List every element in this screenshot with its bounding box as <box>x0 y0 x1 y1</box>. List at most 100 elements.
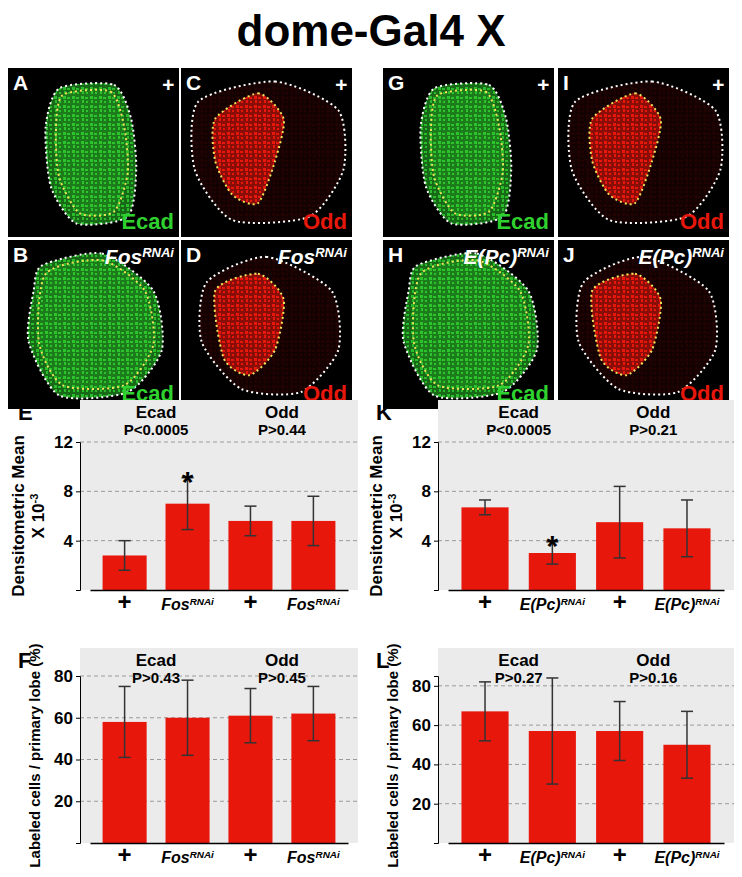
primary-lobe-zone <box>589 93 660 204</box>
panel-background <box>181 68 352 237</box>
error-bar <box>681 500 693 557</box>
p-value: P>0.43 <box>132 669 180 686</box>
image-panel: C+Odd <box>181 68 352 237</box>
y-tick-label: 60 <box>412 716 431 735</box>
p-value: P>0.45 <box>258 669 306 686</box>
tissue-region <box>568 81 722 223</box>
tissue-region <box>199 257 340 395</box>
error-cap <box>614 701 626 703</box>
y-tick-mark <box>434 541 438 542</box>
p-value: P>0.27 <box>495 669 543 686</box>
y-tick: 80 <box>54 667 80 686</box>
zone-outline <box>38 260 154 389</box>
plot-background <box>438 648 734 843</box>
error-cap <box>614 486 626 488</box>
text-superscript: RNAi <box>695 849 719 860</box>
y-axis: 4812 <box>412 433 438 591</box>
y-tick: 20 <box>54 792 80 811</box>
p-value: P>0.21 <box>629 421 677 438</box>
y-tick-label: 60 <box>54 709 73 728</box>
y-tick-label: 20 <box>54 792 73 811</box>
text-superscript: RNAi <box>190 596 214 607</box>
y-axis-line <box>76 443 81 591</box>
stain-label: Odd <box>680 209 724 234</box>
genotype-label: E(Pc)RNAi <box>638 245 724 269</box>
primary-lobe-zone <box>413 260 529 389</box>
text-superscript: RNAi <box>695 596 719 607</box>
error-cap <box>614 557 626 559</box>
panel-letter: L <box>376 648 389 673</box>
x-tick: FosRNAi <box>287 590 340 613</box>
y-axis-title: Densitometric Mean <box>9 435 28 597</box>
y-tick-label: 4 <box>64 532 74 551</box>
error-cap <box>119 570 131 572</box>
x-tick: E(Pc)RNAi <box>520 590 585 613</box>
error-cap <box>546 563 558 565</box>
error-stem <box>552 678 554 784</box>
error-cap <box>182 529 194 531</box>
x-tick-label: E(Pc)RNAi <box>654 596 719 614</box>
error-cap <box>182 755 194 757</box>
image-panel: I+Odd <box>558 68 729 237</box>
y-tick-label: 12 <box>54 433 73 452</box>
lobe-outline <box>568 81 722 223</box>
y-axis: 20406080 <box>412 677 438 844</box>
x-tick-label: + <box>613 588 627 615</box>
error-cap <box>614 760 626 762</box>
genotype-label: E(Pc)RNAi <box>463 245 549 269</box>
grid-line <box>438 685 734 686</box>
primary-lobe-zone <box>214 274 284 376</box>
grid-line <box>80 676 358 677</box>
error-bar <box>119 686 131 757</box>
error-cap <box>546 783 558 785</box>
error-cap <box>681 711 693 713</box>
error-bar <box>307 496 319 545</box>
y-axis-title: Labeled cells / primary lobe (%) <box>384 643 401 867</box>
x-tick: + <box>478 841 492 868</box>
figure: dome-Gal4 XA+EcadBFosRNAiEcadC+OddDFosRN… <box>0 0 742 877</box>
y-tick: 60 <box>412 716 438 735</box>
y-tick: 12 <box>54 433 80 452</box>
error-cap <box>479 740 491 742</box>
bar-chart: 20406080+FosRNAi+FosRNAiLabeled cells / … <box>18 643 358 868</box>
lobe-outline <box>420 83 511 225</box>
stain-label: Ecad <box>496 209 549 234</box>
tissue-region <box>191 81 345 223</box>
y-tick: 8 <box>422 482 438 501</box>
primary-lobe-zone <box>56 90 128 216</box>
grid-line <box>438 491 734 492</box>
error-stem <box>250 506 252 536</box>
significance-marker: * <box>182 465 194 498</box>
y-axis-title: Densitometric Mean <box>367 435 386 597</box>
image-panel: A+Ecad <box>8 68 179 237</box>
text-base: E(Pc) <box>654 596 695 613</box>
text-base: Fos <box>287 849 316 866</box>
y-axis: 20406080 <box>54 667 80 844</box>
error-cap <box>479 499 491 501</box>
y-axis-title: Labeled cells / primary lobe (%) <box>26 643 43 867</box>
text-superscript: RNAi <box>316 596 340 607</box>
plot-marks <box>103 680 336 843</box>
plot-background <box>80 400 358 590</box>
error-cap <box>307 496 319 498</box>
text-superscript: RNAi <box>190 849 214 860</box>
p-value: P>0.44 <box>258 421 307 438</box>
y-tick-label: 4 <box>422 532 432 551</box>
x-tick-label: + <box>118 588 132 615</box>
primary-lobe-zone <box>591 274 661 376</box>
error-bar <box>307 686 319 740</box>
tissue-region <box>576 257 717 395</box>
error-stem <box>484 682 486 741</box>
error-bar <box>182 680 194 755</box>
text-base: Fos <box>161 849 190 866</box>
text-superscript: RNAi <box>561 849 585 860</box>
panel-letter: B <box>13 243 28 266</box>
x-tick-label: + <box>613 841 627 868</box>
error-cap <box>681 777 693 779</box>
zone-outline <box>214 274 284 376</box>
group-label: Ecad <box>136 403 177 422</box>
y-tick-label: 8 <box>422 482 431 501</box>
y-tick: 4 <box>64 532 80 551</box>
bar-chart: 4812+FosRNAi+FosRNAiDensitometric MeanX … <box>9 400 358 615</box>
p-value: P>0.16 <box>629 669 677 686</box>
